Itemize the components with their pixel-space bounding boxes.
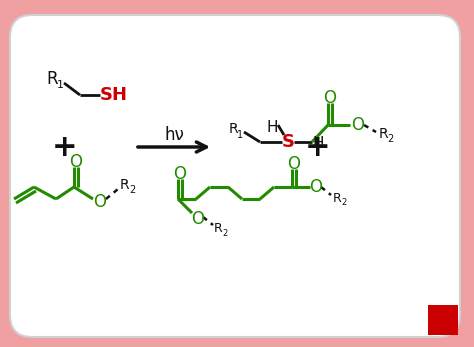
Text: R: R (214, 222, 222, 236)
Text: O: O (93, 193, 107, 211)
Text: R: R (46, 70, 58, 88)
Text: +: + (305, 133, 331, 161)
Text: R: R (378, 127, 388, 141)
Text: 1: 1 (56, 80, 64, 90)
Text: 2: 2 (222, 229, 228, 237)
Text: O: O (352, 116, 365, 134)
Text: O: O (323, 89, 337, 107)
Text: O: O (310, 178, 322, 196)
Text: +: + (52, 133, 78, 161)
Text: S: S (282, 133, 294, 151)
Text: hν: hν (164, 126, 184, 144)
Text: H: H (312, 135, 324, 151)
Bar (428, 305, 458, 335)
Text: O: O (70, 153, 82, 171)
Text: 2: 2 (129, 185, 135, 195)
Text: 2: 2 (387, 134, 393, 144)
Text: O: O (173, 165, 186, 183)
Text: O: O (288, 155, 301, 173)
Text: H: H (266, 119, 278, 135)
Text: SH: SH (100, 86, 128, 104)
Text: R: R (333, 192, 341, 204)
Text: O: O (191, 210, 204, 228)
Text: 1: 1 (237, 130, 243, 140)
Text: R: R (228, 122, 238, 136)
Text: 2: 2 (341, 197, 346, 206)
Text: R: R (119, 178, 129, 192)
FancyBboxPatch shape (10, 15, 460, 337)
